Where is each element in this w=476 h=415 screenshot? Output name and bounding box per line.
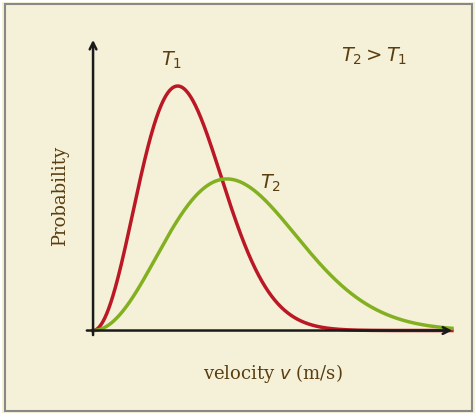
Text: velocity $v$ (m/s): velocity $v$ (m/s)	[202, 362, 342, 385]
Text: $T_2$: $T_2$	[259, 173, 280, 195]
Text: $T_2 > T_1$: $T_2 > T_1$	[340, 46, 407, 67]
Text: $T_1$: $T_1$	[160, 50, 182, 71]
Text: Probability: Probability	[51, 146, 69, 246]
